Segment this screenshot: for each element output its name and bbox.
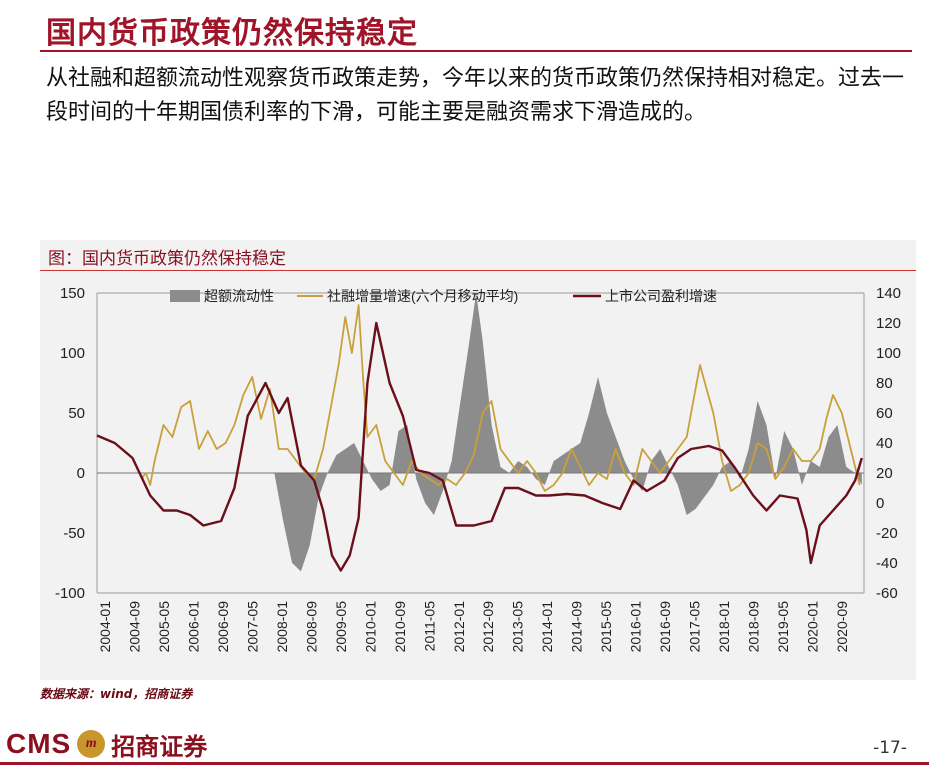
logo-emblem-icon: m — [77, 730, 106, 758]
source-note: 数据来源：wind，招商证券 — [40, 687, 193, 701]
chart-panel — [40, 240, 916, 680]
page-number: -17- — [873, 738, 907, 758]
body-paragraph: 从社融和超额流动性观察货币政策走势，今年以来的货币政策仍然保持相对稳定。过去一段… — [46, 66, 905, 125]
cms-logo: CMS m 招商证券 — [6, 728, 208, 761]
logo-chinese: 招商证券 — [111, 731, 208, 761]
title-divider — [40, 50, 912, 52]
logo-text: CMS — [6, 728, 72, 759]
footer-divider — [0, 762, 929, 765]
figure-divider — [40, 270, 916, 271]
figure-title: 图：国内货币政策仍然保持稳定 — [48, 249, 286, 269]
page-title: 国内货币政策仍然保持稳定 — [46, 16, 418, 51]
